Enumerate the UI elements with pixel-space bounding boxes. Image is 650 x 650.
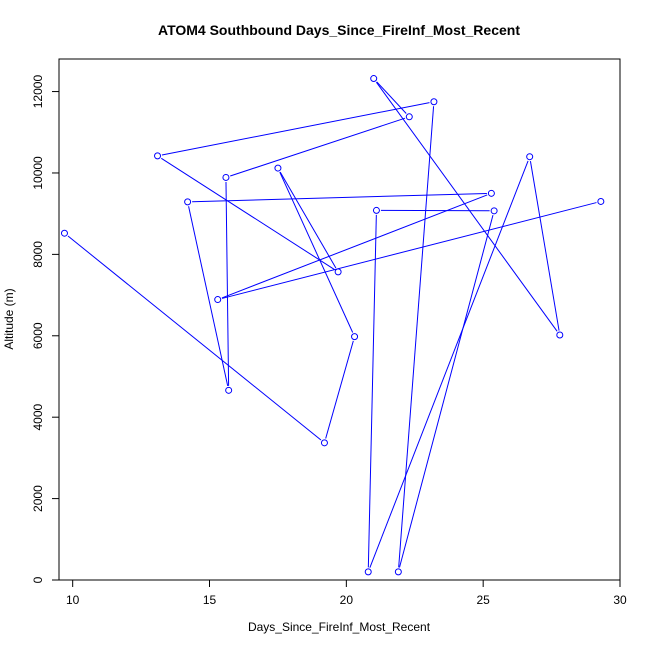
series-segment [225, 181, 230, 386]
chart-title: ATOM4 Southbound Days_Since_FireInf_Most… [158, 22, 520, 38]
series-segment [398, 106, 435, 568]
series-segment [192, 192, 487, 203]
series-segment [529, 161, 560, 331]
y-axis-label: Altitude (m) [2, 288, 16, 349]
series-segment [375, 81, 558, 332]
data-point [370, 75, 378, 83]
series-segment [399, 215, 494, 568]
series-segment [161, 102, 430, 156]
data-point [351, 333, 359, 341]
series-segment [221, 202, 597, 299]
data-point [430, 98, 438, 106]
y-tick-label: 8000 [31, 241, 45, 268]
data-point [405, 113, 413, 121]
data-point [60, 229, 68, 237]
x-tick-label: 15 [203, 593, 217, 607]
plot-frame [58, 58, 621, 581]
data-point [225, 386, 233, 394]
data-point [526, 153, 534, 161]
series-segment [221, 194, 488, 299]
data-point [490, 207, 498, 215]
series-segment [279, 171, 354, 333]
data-point [154, 152, 162, 160]
data-point [597, 197, 605, 205]
y-axis: 0 2000 4000 6000 8000 10000 12000 [31, 75, 60, 583]
series-segment [161, 157, 335, 270]
x-tick-label: 10 [66, 593, 80, 607]
x-tick-label: 25 [476, 593, 490, 607]
x-tick-label: 20 [340, 593, 354, 607]
y-tick-label: 6000 [31, 322, 45, 349]
data-point [214, 296, 222, 304]
data-point [334, 268, 342, 276]
series-segment [67, 235, 322, 441]
y-tick-label: 0 [31, 576, 45, 583]
series-segment [279, 171, 337, 269]
y-tick-label: 2000 [31, 485, 45, 512]
y-tick-label: 12000 [31, 75, 45, 109]
data-point [394, 568, 402, 576]
x-axis-label: Days_Since_FireInf_Most_Recent [248, 620, 431, 634]
x-axis: 10 15 20 25 30 [66, 579, 627, 607]
data-point [487, 189, 495, 197]
series-segment [230, 117, 406, 177]
series-segment [325, 340, 354, 439]
data-point [274, 164, 282, 172]
x-tick-label: 30 [613, 593, 627, 607]
data-point [184, 198, 192, 206]
series-segment [376, 81, 407, 114]
series-segment [367, 214, 377, 568]
series-segment [369, 160, 529, 568]
y-tick-label: 10000 [31, 156, 45, 190]
data-point [364, 568, 372, 576]
data-point [556, 331, 564, 339]
data-point [320, 439, 328, 447]
series-group [60, 75, 605, 576]
y-tick-label: 4000 [31, 404, 45, 431]
data-point [372, 206, 380, 214]
series-segment [188, 206, 229, 387]
data-point [222, 173, 230, 181]
